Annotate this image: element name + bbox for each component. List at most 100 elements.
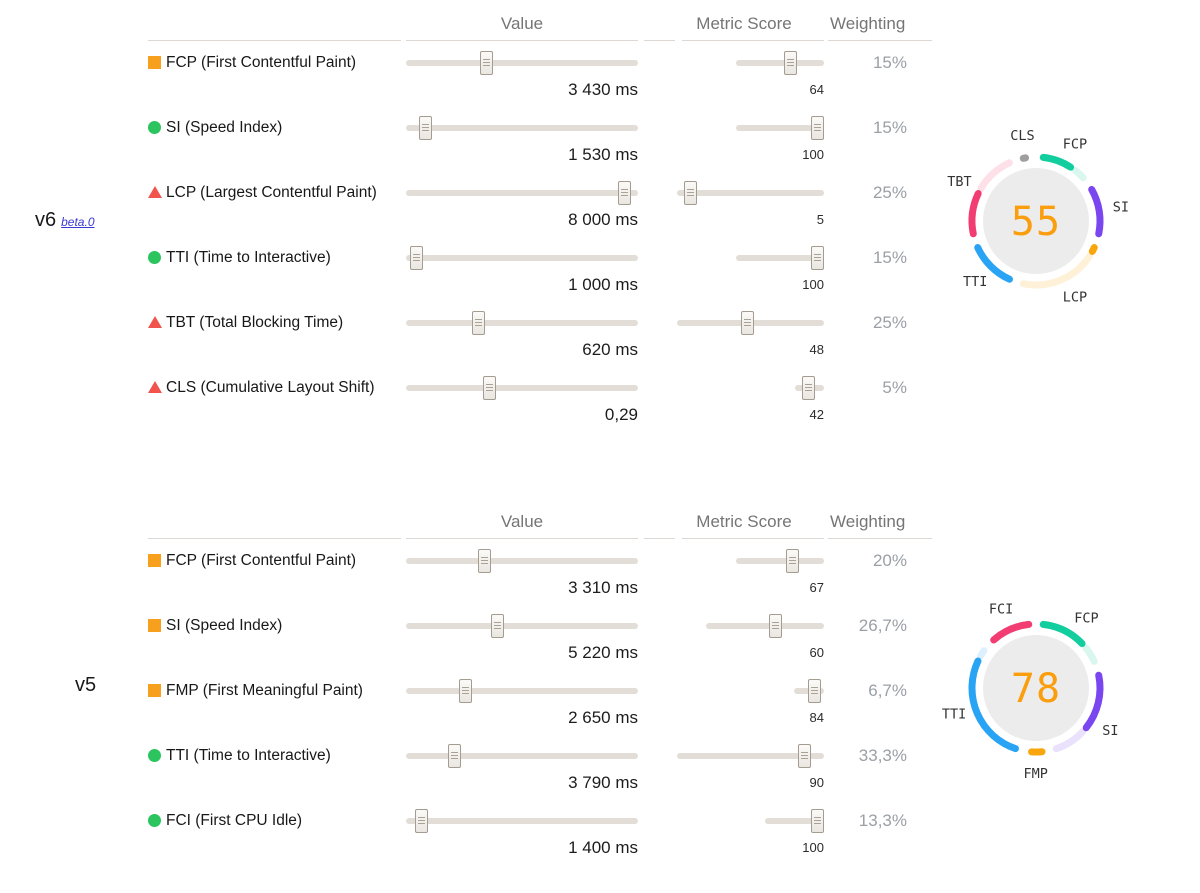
weighting-tti: 33,3% bbox=[807, 746, 907, 768]
version-name: v6 bbox=[35, 209, 56, 231]
gauge-label-si: SI bbox=[1113, 200, 1129, 216]
header-divider bbox=[148, 40, 401, 41]
value-slider-tti bbox=[406, 245, 638, 271]
weighting-si: 26,7% bbox=[807, 616, 907, 638]
header-divider bbox=[682, 40, 824, 41]
score-slider-lcp-track[interactable] bbox=[677, 190, 824, 196]
metric-label-si: SI (Speed Index) bbox=[166, 617, 406, 637]
release-link[interactable]: beta.0 bbox=[61, 215, 94, 229]
gauge-label-fcp: FCP bbox=[1063, 136, 1087, 152]
value-lcp: 8 000 ms bbox=[438, 210, 638, 232]
value-slider-fmp bbox=[406, 678, 638, 704]
gauge-arc-remainder-fcp bbox=[1086, 648, 1094, 662]
value-slider-fcp-track[interactable] bbox=[406, 558, 638, 564]
thumb-grip-icon bbox=[744, 319, 751, 327]
average-status-icon bbox=[148, 56, 161, 69]
weighting-lcp: 25% bbox=[807, 183, 907, 205]
metric-label-cls: CLS (Cumulative Layout Shift) bbox=[166, 379, 406, 399]
value-slider-fci-thumb[interactable] bbox=[415, 809, 428, 833]
version-label-v5: v5 bbox=[75, 674, 96, 697]
value-slider-si bbox=[406, 613, 638, 639]
value-slider-tti-track[interactable] bbox=[406, 255, 638, 261]
thumb-grip-icon bbox=[451, 752, 458, 760]
average-status-icon bbox=[148, 684, 161, 697]
thumb-grip-icon bbox=[462, 687, 469, 695]
metric-label-lcp: LCP (Largest Contentful Paint) bbox=[166, 184, 406, 204]
value-slider-tti-thumb[interactable] bbox=[410, 246, 423, 270]
lighthouse-scoring-calculator: { "header": { "value": "Value", "metric_… bbox=[0, 0, 1200, 875]
gauge-score-v6: 55 bbox=[1011, 199, 1061, 245]
gauge-label-lcp: LCP bbox=[1063, 290, 1087, 306]
value-slider-fci bbox=[406, 808, 638, 834]
score-slider-lcp-thumb[interactable] bbox=[684, 181, 697, 205]
value-slider-lcp-track[interactable] bbox=[406, 190, 638, 196]
metric-score-fci: 100 bbox=[664, 840, 824, 858]
header-divider bbox=[828, 40, 932, 41]
column-header-value: Value bbox=[406, 14, 638, 36]
value-slider-fcp bbox=[406, 548, 638, 574]
thumb-grip-icon bbox=[687, 189, 694, 197]
metric-label-tbt: TBT (Total Blocking Time) bbox=[166, 314, 406, 334]
slow-status-icon bbox=[148, 381, 162, 393]
value-slider-cls-track[interactable] bbox=[406, 385, 638, 391]
thumb-grip-icon bbox=[483, 59, 490, 67]
metric-score-tbt: 48 bbox=[664, 342, 824, 360]
column-header-value: Value bbox=[406, 512, 638, 534]
value-slider-si-track[interactable] bbox=[406, 623, 638, 629]
fast-status-icon bbox=[148, 814, 161, 827]
gauge-arc-lcp bbox=[1092, 248, 1094, 252]
value-slider-fmp-thumb[interactable] bbox=[459, 679, 472, 703]
metric-label-tti: TTI (Time to Interactive) bbox=[166, 747, 406, 767]
metric-label-fmp: FMP (First Meaningful Paint) bbox=[166, 682, 406, 702]
gauge-label-fmp: FMP bbox=[1024, 766, 1048, 782]
value-slider-si-thumb[interactable] bbox=[419, 116, 432, 140]
metric-label-si: SI (Speed Index) bbox=[166, 119, 406, 139]
version-name: v5 bbox=[75, 674, 96, 696]
header-divider bbox=[682, 538, 824, 539]
weighting-tti: 15% bbox=[807, 248, 907, 270]
gauge-arc-remainder-fcp bbox=[1075, 170, 1083, 177]
value-slider-fcp-thumb[interactable] bbox=[478, 549, 491, 573]
value-fmp: 2 650 ms bbox=[438, 708, 638, 730]
thumb-grip-icon bbox=[481, 557, 488, 565]
value-slider-lcp-thumb[interactable] bbox=[618, 181, 631, 205]
value-slider-si-thumb[interactable] bbox=[491, 614, 504, 638]
gauge-arc-tbt bbox=[972, 193, 978, 233]
gauge-arc-remainder-tti bbox=[981, 651, 984, 656]
header-divider bbox=[828, 538, 932, 539]
score-slider-si-thumb[interactable] bbox=[769, 614, 782, 638]
value-cls: 0,29 bbox=[438, 405, 638, 427]
weighting-fcp: 15% bbox=[807, 53, 907, 75]
gauge-label-cls: CLS bbox=[1010, 128, 1034, 144]
score-slider-fcp-thumb[interactable] bbox=[784, 51, 797, 75]
value-slider-si-track[interactable] bbox=[406, 125, 638, 131]
header-divider bbox=[148, 538, 401, 539]
value-slider-tbt-track[interactable] bbox=[406, 320, 638, 326]
value-slider-fmp-track[interactable] bbox=[406, 688, 638, 694]
value-slider-tti-track[interactable] bbox=[406, 753, 638, 759]
gauge-arc-fcp bbox=[1043, 157, 1070, 167]
metric-label-tti: TTI (Time to Interactive) bbox=[166, 249, 406, 269]
value-slider-cls-thumb[interactable] bbox=[483, 376, 496, 400]
average-status-icon bbox=[148, 554, 161, 567]
metric-score-lcp: 5 bbox=[664, 212, 824, 230]
value-slider-tbt-thumb[interactable] bbox=[472, 311, 485, 335]
thumb-grip-icon bbox=[413, 254, 420, 262]
score-slider-tti bbox=[677, 743, 824, 769]
fast-status-icon bbox=[148, 251, 161, 264]
score-slider-tbt-thumb[interactable] bbox=[741, 311, 754, 335]
weighting-cls: 5% bbox=[807, 378, 907, 400]
value-slider-fcp-track[interactable] bbox=[406, 60, 638, 66]
value-slider-fci-track[interactable] bbox=[406, 818, 638, 824]
column-header-metric-score: Metric Score bbox=[664, 14, 824, 36]
metric-score-cls: 42 bbox=[664, 407, 824, 425]
value-slider-tti-thumb[interactable] bbox=[448, 744, 461, 768]
score-slider-fcp-thumb[interactable] bbox=[786, 549, 799, 573]
thumb-grip-icon bbox=[787, 59, 794, 67]
header-divider bbox=[406, 538, 638, 539]
value-slider-fcp-thumb[interactable] bbox=[480, 51, 493, 75]
value-tti: 1 000 ms bbox=[438, 275, 638, 297]
